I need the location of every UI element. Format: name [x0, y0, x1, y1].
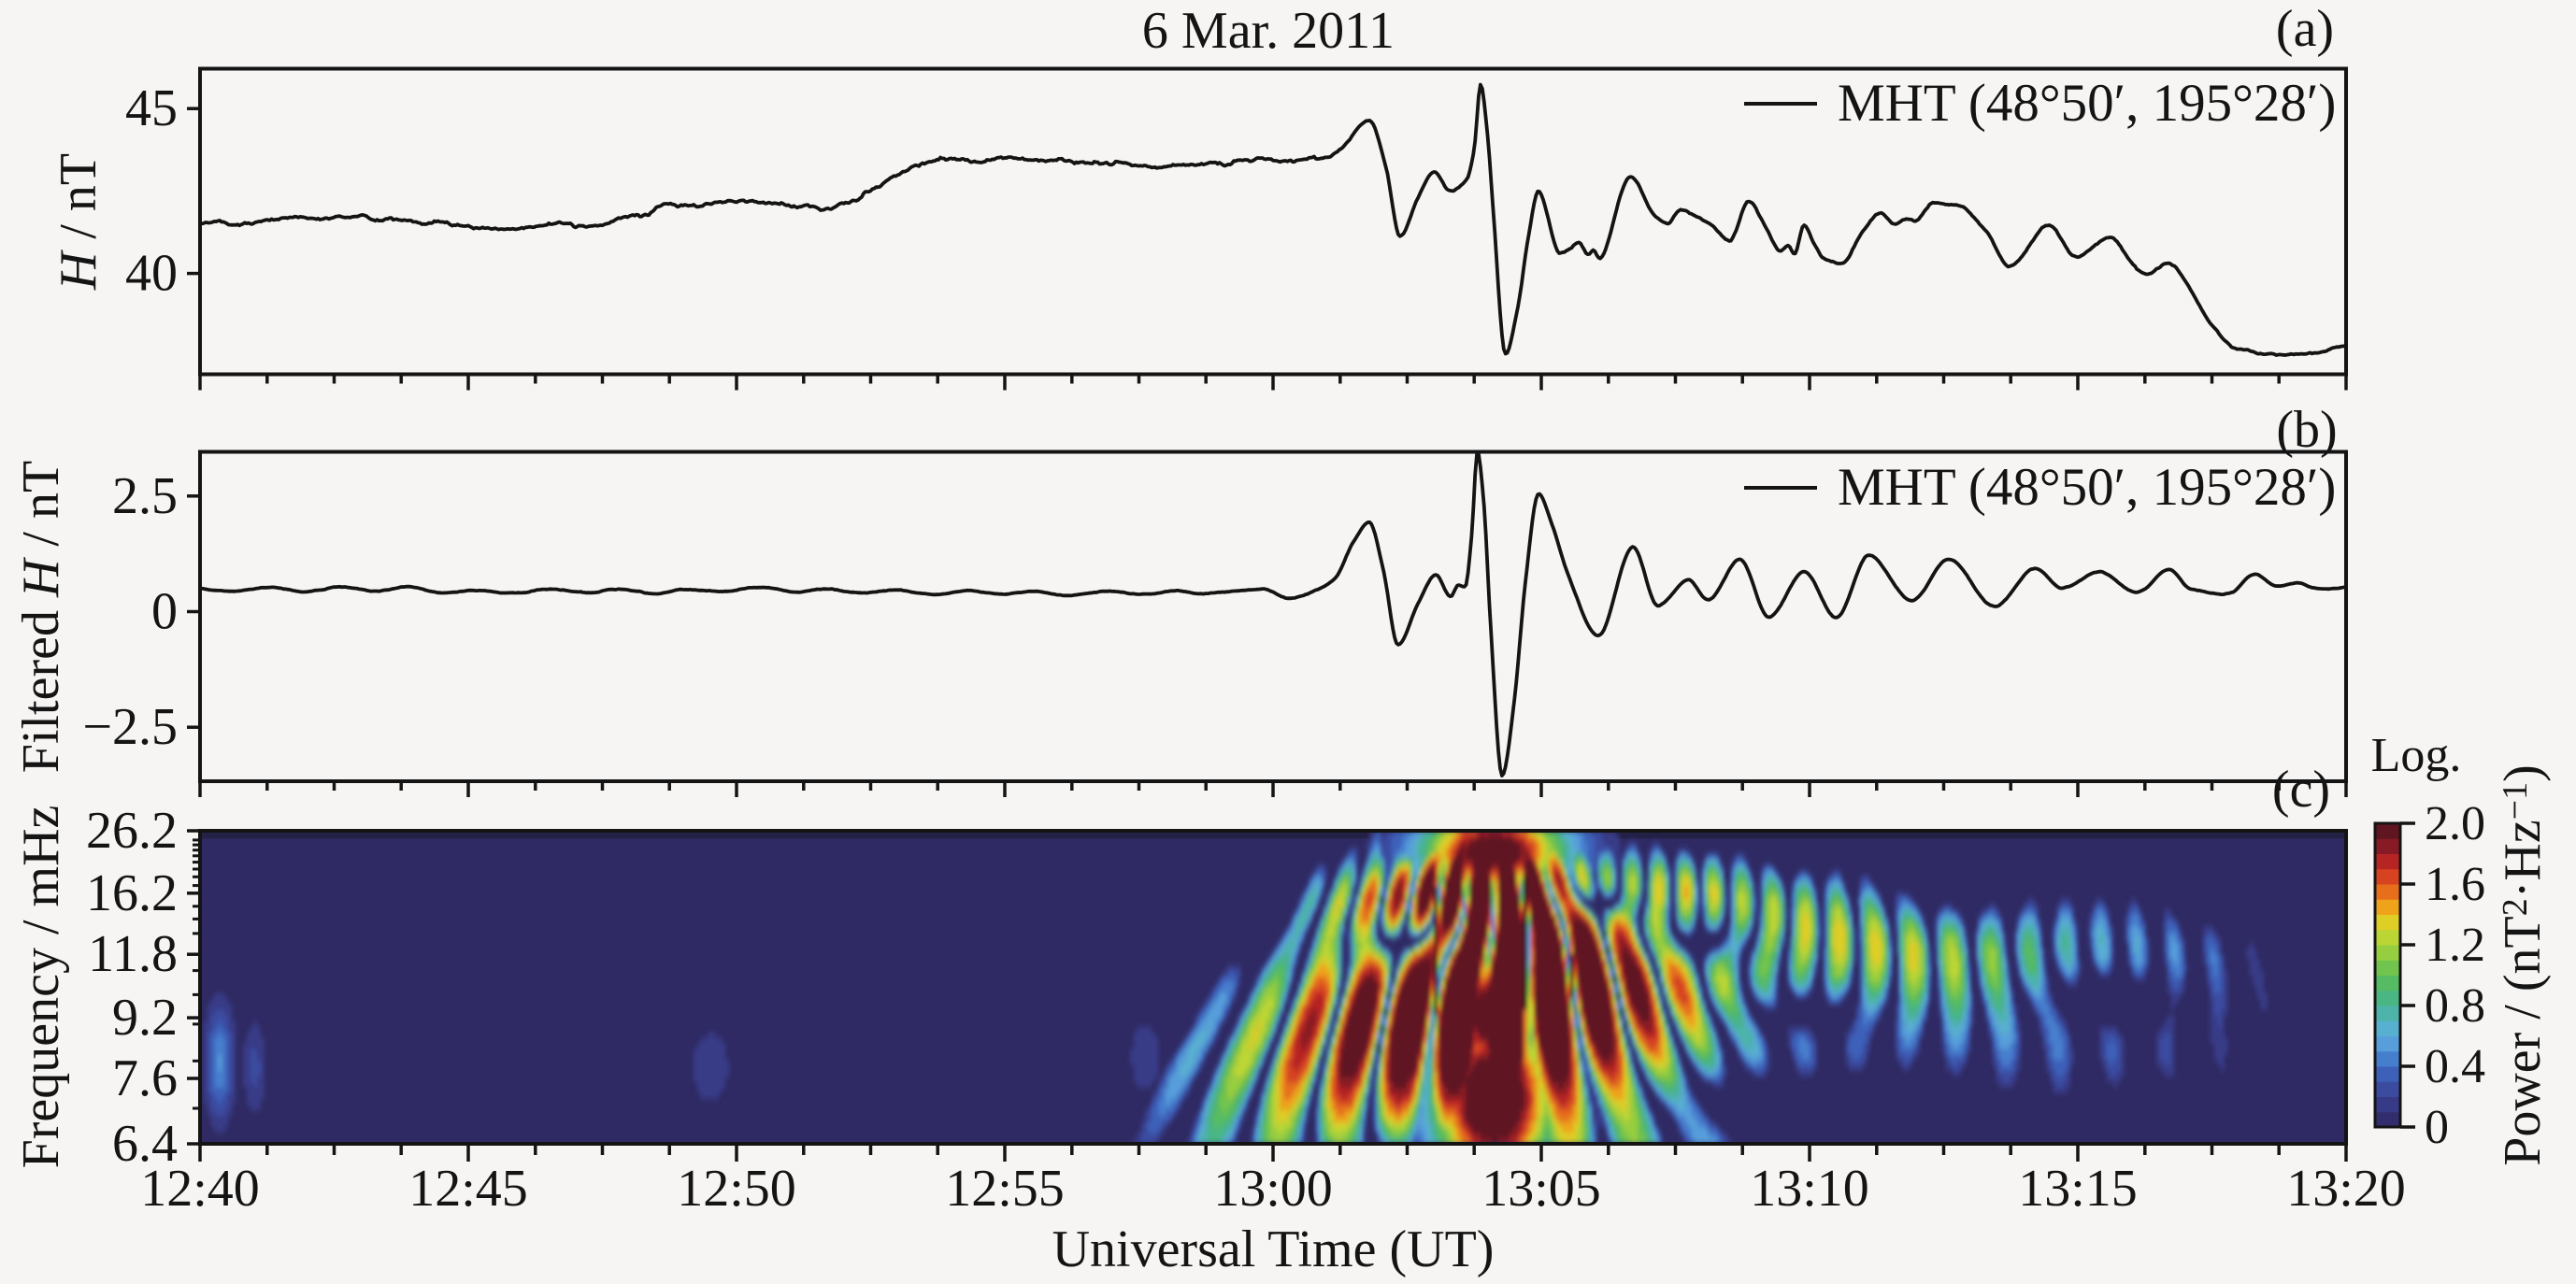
svg-text:16.2: 16.2 [86, 864, 178, 922]
svg-text:MHT (48°50′, 195°28′): MHT (48°50′, 195°28′) [1838, 458, 2336, 517]
svg-text:Universal Time (UT): Universal Time (UT) [1052, 1220, 1495, 1278]
svg-text:12:50: 12:50 [677, 1160, 796, 1218]
svg-text:12:40: 12:40 [140, 1160, 260, 1218]
svg-text:1.2: 1.2 [2425, 919, 2485, 972]
svg-text:(a): (a) [2276, 0, 2334, 58]
svg-text:40: 40 [125, 245, 178, 303]
svg-text:26.2: 26.2 [86, 802, 178, 860]
svg-text:(c): (c) [2272, 761, 2330, 819]
svg-text:Frequency / mHz: Frequency / mHz [12, 806, 70, 1169]
svg-text:Filtered H / nT: Filtered H / nT [12, 461, 70, 773]
svg-text:MHT (48°50′, 195°28′): MHT (48°50′, 195°28′) [1838, 74, 2336, 133]
svg-text:0: 0 [151, 583, 178, 641]
svg-text:13:05: 13:05 [1481, 1160, 1601, 1218]
svg-text:11.8: 11.8 [88, 925, 178, 983]
svg-text:9.2: 9.2 [112, 989, 178, 1047]
svg-text:13:15: 13:15 [2018, 1160, 2138, 1218]
svg-text:−2.5: −2.5 [82, 698, 178, 756]
svg-text:45: 45 [125, 79, 178, 137]
svg-text:0: 0 [2425, 1101, 2449, 1154]
svg-text:0.8: 0.8 [2425, 979, 2485, 1033]
svg-text:13:20: 13:20 [2286, 1160, 2406, 1218]
svg-text:2.0: 2.0 [2425, 797, 2485, 850]
svg-text:6.4: 6.4 [112, 1115, 178, 1173]
svg-text:6 Mar. 2011: 6 Mar. 2011 [1142, 2, 1395, 60]
svg-text:1.6: 1.6 [2425, 858, 2485, 911]
svg-text:12:55: 12:55 [945, 1160, 1065, 1218]
svg-text:H / nT: H / nT [50, 153, 107, 291]
svg-text:Log.: Log. [2371, 729, 2462, 782]
svg-text:7.6: 7.6 [112, 1049, 178, 1107]
svg-text:0.4: 0.4 [2425, 1040, 2485, 1093]
svg-text:Power / (nT2·Hz−1): Power / (nT2·Hz−1) [2494, 764, 2552, 1166]
svg-text:12:45: 12:45 [408, 1160, 528, 1218]
svg-text:13:00: 13:00 [1213, 1160, 1333, 1218]
svg-text:2.5: 2.5 [112, 467, 178, 525]
svg-text:(b): (b) [2276, 401, 2337, 459]
svg-text:13:10: 13:10 [1750, 1160, 1869, 1218]
